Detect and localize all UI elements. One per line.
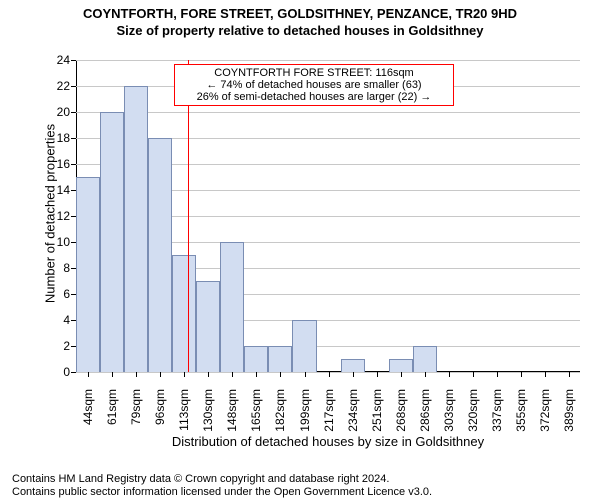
x-tick-mark — [473, 372, 474, 377]
x-tick-mark — [425, 372, 426, 377]
x-tick-label: 234sqm — [346, 389, 360, 439]
y-tick-mark — [71, 268, 76, 269]
x-tick-label: 268sqm — [394, 389, 408, 439]
x-tick-label: 199sqm — [298, 389, 312, 439]
x-tick-mark — [305, 372, 306, 377]
x-tick-mark — [232, 372, 233, 377]
grid-line — [76, 60, 580, 61]
histogram-bar — [148, 138, 172, 372]
x-axis-label: Distribution of detached houses by size … — [76, 434, 580, 449]
x-tick-label: 61sqm — [105, 389, 119, 439]
x-tick-mark — [256, 372, 257, 377]
x-tick-label: 303sqm — [442, 389, 456, 439]
y-tick-mark — [71, 372, 76, 373]
x-tick-mark — [353, 372, 354, 377]
x-tick-mark — [401, 372, 402, 377]
page-root: { "layout": { "page_w": 600, "page_h": 5… — [0, 6, 600, 500]
y-tick-label: 10 — [42, 235, 70, 249]
y-tick-label: 4 — [42, 313, 70, 327]
y-tick-label: 12 — [42, 209, 70, 223]
x-tick-mark — [184, 372, 185, 377]
x-tick-mark — [449, 372, 450, 377]
y-tick-mark — [71, 320, 76, 321]
x-tick-label: 113sqm — [177, 389, 191, 439]
footer-line-2: Contains public sector information licen… — [12, 486, 432, 500]
y-tick-mark — [71, 112, 76, 113]
y-tick-label: 8 — [42, 261, 70, 275]
x-tick-label: 355sqm — [514, 389, 528, 439]
histogram-bar — [268, 346, 292, 372]
histogram-bar — [413, 346, 437, 372]
annotation-box: COYNTFORTH FORE STREET: 116sqm← 74% of d… — [174, 64, 454, 106]
x-tick-mark — [280, 372, 281, 377]
x-tick-label: 320sqm — [466, 389, 480, 439]
y-tick-mark — [71, 346, 76, 347]
title-line-1: COYNTFORTH, FORE STREET, GOLDSITHNEY, PE… — [0, 6, 600, 21]
footer: Contains HM Land Registry data © Crown c… — [12, 473, 432, 500]
y-tick-mark — [71, 216, 76, 217]
y-tick-mark — [71, 164, 76, 165]
x-tick-mark — [329, 372, 330, 377]
y-tick-mark — [71, 138, 76, 139]
y-tick-label: 24 — [42, 53, 70, 67]
footer-line-1: Contains HM Land Registry data © Crown c… — [12, 473, 432, 487]
x-tick-label: 79sqm — [129, 389, 143, 439]
annotation-line: COYNTFORTH FORE STREET: 116sqm — [179, 67, 449, 79]
reference-line — [188, 60, 189, 372]
y-tick-mark — [71, 190, 76, 191]
x-tick-label: 96sqm — [153, 389, 167, 439]
x-tick-label: 286sqm — [418, 389, 432, 439]
y-tick-label: 20 — [42, 105, 70, 119]
histogram-bar — [341, 359, 365, 372]
y-tick-label: 16 — [42, 157, 70, 171]
x-tick-label: 182sqm — [273, 389, 287, 439]
x-tick-mark — [377, 372, 378, 377]
x-tick-label: 148sqm — [225, 389, 239, 439]
x-tick-mark — [545, 372, 546, 377]
plot-area: COYNTFORTH FORE STREET: 116sqm← 74% of d… — [76, 60, 580, 372]
x-tick-mark — [88, 372, 89, 377]
histogram-bar — [196, 281, 220, 372]
histogram-bar — [100, 112, 124, 372]
histogram-bar — [172, 255, 196, 372]
x-tick-label: 130sqm — [201, 389, 215, 439]
y-tick-label: 14 — [42, 183, 70, 197]
histogram-bar — [292, 320, 316, 372]
annotation-line: 26% of semi-detached houses are larger (… — [179, 91, 449, 103]
x-tick-mark — [208, 372, 209, 377]
histogram-bar — [124, 86, 148, 372]
x-tick-label: 44sqm — [81, 389, 95, 439]
y-tick-mark — [71, 294, 76, 295]
y-tick-label: 18 — [42, 131, 70, 145]
x-tick-label: 389sqm — [562, 389, 576, 439]
x-tick-label: 251sqm — [370, 389, 384, 439]
x-tick-mark — [112, 372, 113, 377]
title-line-2: Size of property relative to detached ho… — [0, 23, 600, 38]
x-tick-mark — [521, 372, 522, 377]
x-tick-label: 217sqm — [322, 389, 336, 439]
y-tick-label: 22 — [42, 79, 70, 93]
y-tick-mark — [71, 242, 76, 243]
x-tick-mark — [136, 372, 137, 377]
x-tick-label: 372sqm — [538, 389, 552, 439]
y-tick-label: 2 — [42, 339, 70, 353]
histogram-bar — [389, 359, 413, 372]
plot-wrap: COYNTFORTH FORE STREET: 116sqm← 74% of d… — [76, 60, 580, 372]
grid-line — [76, 112, 580, 113]
x-tick-label: 337sqm — [490, 389, 504, 439]
x-tick-mark — [497, 372, 498, 377]
y-tick-label: 0 — [42, 365, 70, 379]
y-tick-mark — [71, 86, 76, 87]
y-tick-label: 6 — [42, 287, 70, 301]
histogram-bar — [76, 177, 100, 372]
x-tick-label: 165sqm — [249, 389, 263, 439]
y-tick-mark — [71, 60, 76, 61]
x-tick-mark — [569, 372, 570, 377]
annotation-line: ← 74% of detached houses are smaller (63… — [179, 79, 449, 91]
histogram-bar — [220, 242, 244, 372]
histogram-bar — [244, 346, 268, 372]
x-tick-mark — [160, 372, 161, 377]
